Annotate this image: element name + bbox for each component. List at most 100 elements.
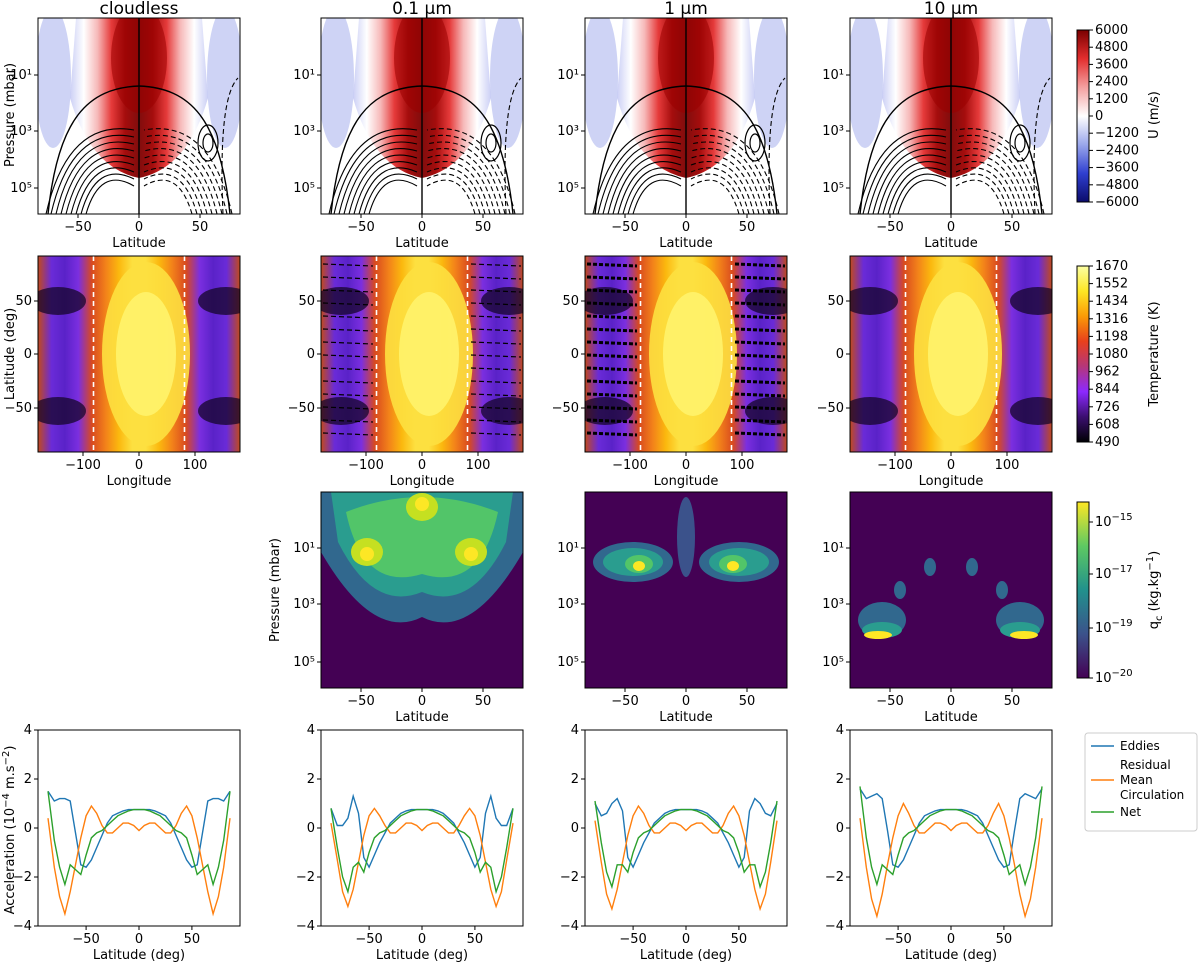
y-tick-label: 4: [307, 723, 315, 738]
contour-line: [690, 161, 755, 214]
cloud-contour: [586, 301, 638, 307]
cloud-contour: [322, 406, 374, 410]
hotspot-core: [928, 292, 988, 416]
x-axis-label: Latitude: [659, 236, 713, 251]
y-tick-label: −50: [552, 401, 579, 416]
contour-line: [877, 154, 947, 214]
cloud-contour: [470, 302, 522, 306]
x-tick-label: 0: [947, 932, 955, 947]
tick-exponent: −20: [1112, 668, 1133, 679]
cloud-contour: [734, 275, 786, 281]
acceleration-axes-frame: [849, 729, 1053, 927]
x-axis-label: Latitude (deg): [376, 948, 468, 963]
x-tick-label: 0: [682, 458, 690, 473]
contour-line: [887, 167, 947, 214]
label-part: ): [1147, 551, 1162, 556]
y-tick-label: 0: [836, 821, 844, 836]
x-tick-label: −50: [876, 694, 903, 709]
y-tick-label: 10³: [10, 124, 32, 139]
y-tick-label: −2: [13, 870, 32, 885]
y-tick-label: 10⁵: [293, 655, 315, 670]
wind-field: [585, 18, 787, 214]
temperature-field: [321, 256, 523, 452]
y-tick-label: 10³: [293, 124, 315, 139]
cloud-background: [850, 492, 1052, 688]
cloud-contour: [322, 367, 374, 371]
contour-line: [867, 141, 947, 214]
cloud-contour: [470, 315, 522, 319]
x-axis-label: Latitude: [924, 710, 978, 725]
contour-line: [859, 85, 1043, 214]
cloud-peak: [864, 631, 892, 639]
y-tick-label: −4: [296, 919, 315, 934]
wind-panel: −50 0 50 Latitude 10¹ 10³ 10⁵: [10, 17, 241, 251]
x-axis-label: Latitude: [395, 710, 449, 725]
contour-line: [602, 141, 682, 214]
contour-line: [622, 167, 682, 214]
y-tick-label: 10¹: [293, 541, 315, 556]
contour-line: [143, 141, 223, 214]
wind-colorbar: [1076, 29, 1090, 203]
temperature-panel: −100 0 100 Longitude 50 0 −50: [5, 255, 241, 489]
colorbar-tick-label: 1670: [1095, 259, 1128, 274]
contour-line: [690, 167, 750, 214]
contour-line: [892, 173, 947, 214]
cloud-contour: [322, 302, 374, 306]
contour-line: [690, 148, 765, 214]
nightside-cold-vortex: [321, 287, 369, 315]
wind-panel: −50 0 50 Latitude 10¹ 10³ 10⁵: [557, 17, 788, 251]
cloud-contour: [586, 275, 638, 281]
column-title: 1 µm: [664, 0, 708, 19]
cloud-contour: [470, 263, 522, 267]
cloud-layer: [996, 581, 1008, 599]
x-axis-label: Latitude: [924, 236, 978, 251]
contour-line: [426, 148, 501, 214]
cloud-peak: [464, 547, 478, 561]
x-tick-label: 0: [947, 694, 955, 709]
series-line-residual-mean-circulation: [594, 804, 778, 912]
cloud-peak: [633, 561, 645, 571]
contour-line: [485, 133, 497, 153]
cloud-contour: [734, 366, 786, 372]
contour-line: [221, 77, 239, 214]
nightside-cold-vortex: [38, 397, 86, 425]
cloud-colorbar: [1076, 501, 1090, 679]
tick-exponent: −17: [1112, 564, 1133, 575]
x-tick-label: −50: [876, 220, 903, 235]
series-line-net: [330, 808, 514, 895]
x-tick-label: 50: [475, 694, 492, 709]
x-axis-label: Longitude: [107, 474, 172, 489]
y-tick-label: −4: [825, 919, 844, 934]
colorbar-tick-label: 1080: [1095, 347, 1128, 362]
label-part: m.s: [3, 765, 18, 793]
y-tick-label: 4: [836, 723, 844, 738]
contour-line: [690, 179, 740, 214]
contour-line: [1009, 124, 1031, 162]
hotspot-core: [399, 292, 459, 416]
x-tick-label: 0: [418, 694, 426, 709]
cloud-layer: [677, 497, 695, 577]
acceleration-axes-frame: [37, 729, 241, 927]
x-tick-label: −50: [619, 932, 646, 947]
y-tick-label: 0: [836, 347, 844, 362]
x-tick-label: −50: [64, 220, 91, 235]
x-tick-label: −50: [611, 220, 638, 235]
cloud-contour: [322, 341, 374, 345]
contour-line: [333, 134, 418, 214]
cloud-layer: [924, 558, 936, 576]
contour-line: [594, 85, 778, 214]
contour-line: [45, 128, 135, 214]
temperature-field: [850, 256, 1052, 452]
colorbar-tick-label: 726: [1095, 400, 1120, 415]
y-tick-label: 2: [24, 772, 32, 787]
series-line-residual-mean-circulation: [47, 804, 231, 917]
y-axis-label: Latitude (deg): [3, 308, 18, 400]
cloud-contour: [322, 393, 374, 397]
cloud-contour: [586, 262, 638, 268]
y-tick-label: 10³: [822, 124, 844, 139]
contour-line: [632, 179, 682, 214]
series-line-residual-mean-circulation: [330, 807, 514, 909]
contour-line: [328, 128, 418, 214]
contour-line: [862, 134, 947, 214]
